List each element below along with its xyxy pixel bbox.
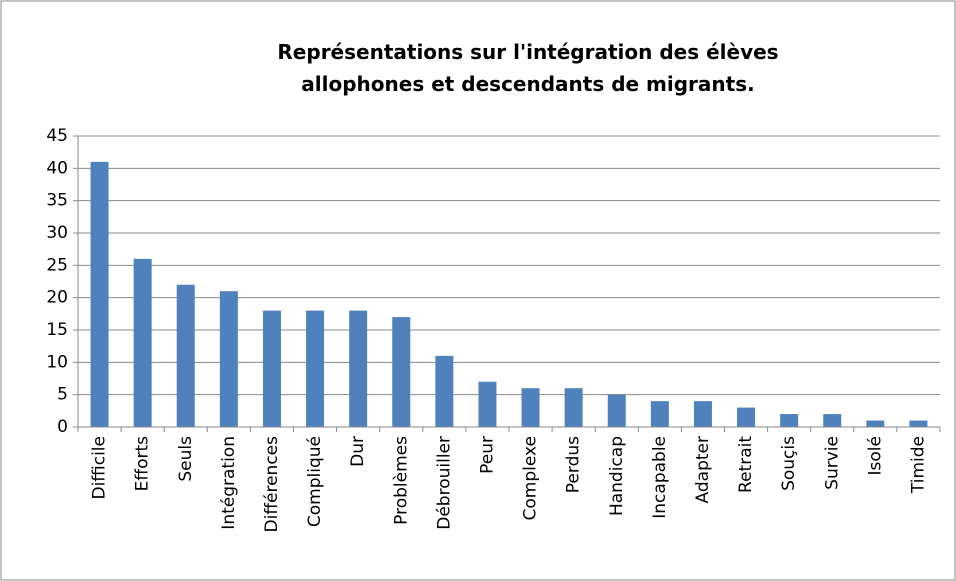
x-tick-label: Complexe xyxy=(521,436,541,521)
bar xyxy=(349,310,368,427)
bar xyxy=(219,291,238,427)
x-tick-label: Difficile xyxy=(90,436,110,500)
x-tick-label: Efforts xyxy=(133,436,153,492)
x-tick-label: Adapter xyxy=(693,436,713,503)
x-tick-label: Isolé xyxy=(865,436,885,475)
bar xyxy=(435,355,454,427)
y-tick-label: 5 xyxy=(57,385,68,405)
y-tick-label: 30 xyxy=(46,223,68,243)
x-tick-label: Différences xyxy=(262,436,282,533)
y-tick-label: 25 xyxy=(46,255,68,275)
y-tick-label: 35 xyxy=(46,191,68,211)
x-tick-label: Débrouiller xyxy=(434,436,454,530)
bar xyxy=(521,388,540,427)
x-tick-label: Dur xyxy=(348,436,368,467)
bar xyxy=(737,407,756,427)
bar xyxy=(650,401,669,427)
x-tick-label: Survie xyxy=(822,436,842,490)
x-tick-label: Problèmes xyxy=(391,436,411,525)
x-tick-label: Seuls xyxy=(176,436,196,482)
bar xyxy=(607,394,626,427)
bar xyxy=(693,401,712,427)
bar xyxy=(564,388,583,427)
x-tick-label: Handicap xyxy=(607,436,627,516)
x-tick-label: Incapable xyxy=(650,436,670,519)
y-tick-label: 15 xyxy=(46,320,68,340)
bar xyxy=(262,310,281,427)
chart-title: Représentations sur l'intégration des él… xyxy=(277,40,779,96)
bar xyxy=(478,381,497,427)
y-tick-label: 0 xyxy=(57,417,68,437)
x-tick-label: Compliqué xyxy=(305,436,325,527)
y-tick-label: 45 xyxy=(46,126,68,146)
y-tick-label: 20 xyxy=(46,288,68,308)
x-tick-label: Perdus xyxy=(564,436,584,493)
bar xyxy=(909,420,928,427)
bar xyxy=(780,414,799,427)
bar xyxy=(823,414,842,427)
x-tick-label: Peur xyxy=(477,436,497,474)
bar xyxy=(90,161,109,427)
x-tick-label: Souçis xyxy=(779,436,799,491)
x-tick-label: Intégration xyxy=(219,436,239,530)
x-tick-label: Timide xyxy=(908,436,928,494)
bar xyxy=(133,258,152,427)
x-tick-label: Retrait xyxy=(736,436,756,493)
bar xyxy=(176,284,195,427)
y-tick-label: 40 xyxy=(46,158,68,178)
bar xyxy=(866,420,885,427)
bar xyxy=(306,310,325,427)
y-tick-label: 10 xyxy=(46,352,68,372)
bar xyxy=(392,317,411,427)
